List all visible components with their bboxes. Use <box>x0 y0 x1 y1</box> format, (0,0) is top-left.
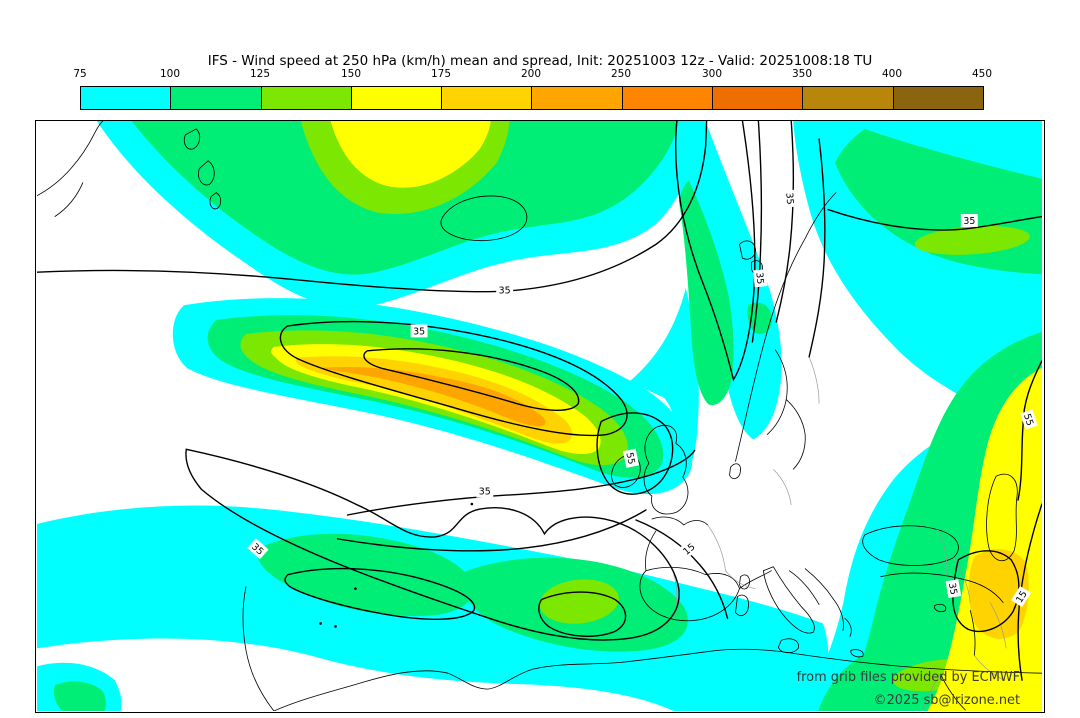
wind-fill-orange <box>323 367 546 427</box>
contour-label: 35 <box>963 216 975 227</box>
map-canvas: 35 35 55 35 35 35 55 35 15 35 35 15 from… <box>35 120 1045 713</box>
colorbar-tick: 450 <box>971 68 993 80</box>
colorbar-tick: 250 <box>610 68 632 80</box>
colorbar-tick: 200 <box>520 68 542 80</box>
contour-label: 35 <box>479 487 491 498</box>
colorbar-tick: 400 <box>881 68 903 80</box>
colorbar-segment <box>803 87 894 109</box>
colorbar-tick: 300 <box>701 68 723 80</box>
colorbar-segment <box>713 87 804 109</box>
coastlines <box>37 121 1042 711</box>
contour-label: 15 <box>1014 589 1030 605</box>
watermark-source: from grib files provided by ECMWF <box>797 670 1020 685</box>
colorbar <box>80 86 984 110</box>
chart-title: IFS - Wind speed at 250 hPa (km/h) mean … <box>207 53 873 69</box>
colorbar-segment <box>171 87 262 109</box>
watermark-copyright: ©2025 sb@irizone.net <box>874 693 1020 708</box>
contour-label: 35 <box>783 192 795 205</box>
colorbar-tick: 75 <box>73 68 87 80</box>
colorbar-tick: 150 <box>340 68 362 80</box>
colorbar-tick: 100 <box>159 68 181 80</box>
contour-label: 35 <box>499 286 511 297</box>
contour-label: 35 <box>413 326 425 337</box>
country-borders <box>673 356 1007 711</box>
contour-label: 35 <box>753 272 765 285</box>
colorbar-segment <box>893 87 983 109</box>
colorbar-tick: 125 <box>249 68 271 80</box>
colorbar-segment <box>261 87 352 109</box>
contour-label: 55 <box>1021 412 1035 427</box>
colorbar-segment <box>622 87 714 109</box>
colorbar-tick: 350 <box>791 68 813 80</box>
contour-label: 55 <box>623 451 636 465</box>
colorbar-tick: 175 <box>430 68 452 80</box>
colorbar-segment <box>532 87 623 109</box>
contour-labels: 35 35 55 35 35 35 55 35 15 35 35 15 <box>247 189 1038 608</box>
contour-label: 35 <box>946 582 959 596</box>
colorbar-segment <box>81 87 172 109</box>
colorbar-segment <box>351 87 443 109</box>
colorbar-segment <box>442 87 533 109</box>
